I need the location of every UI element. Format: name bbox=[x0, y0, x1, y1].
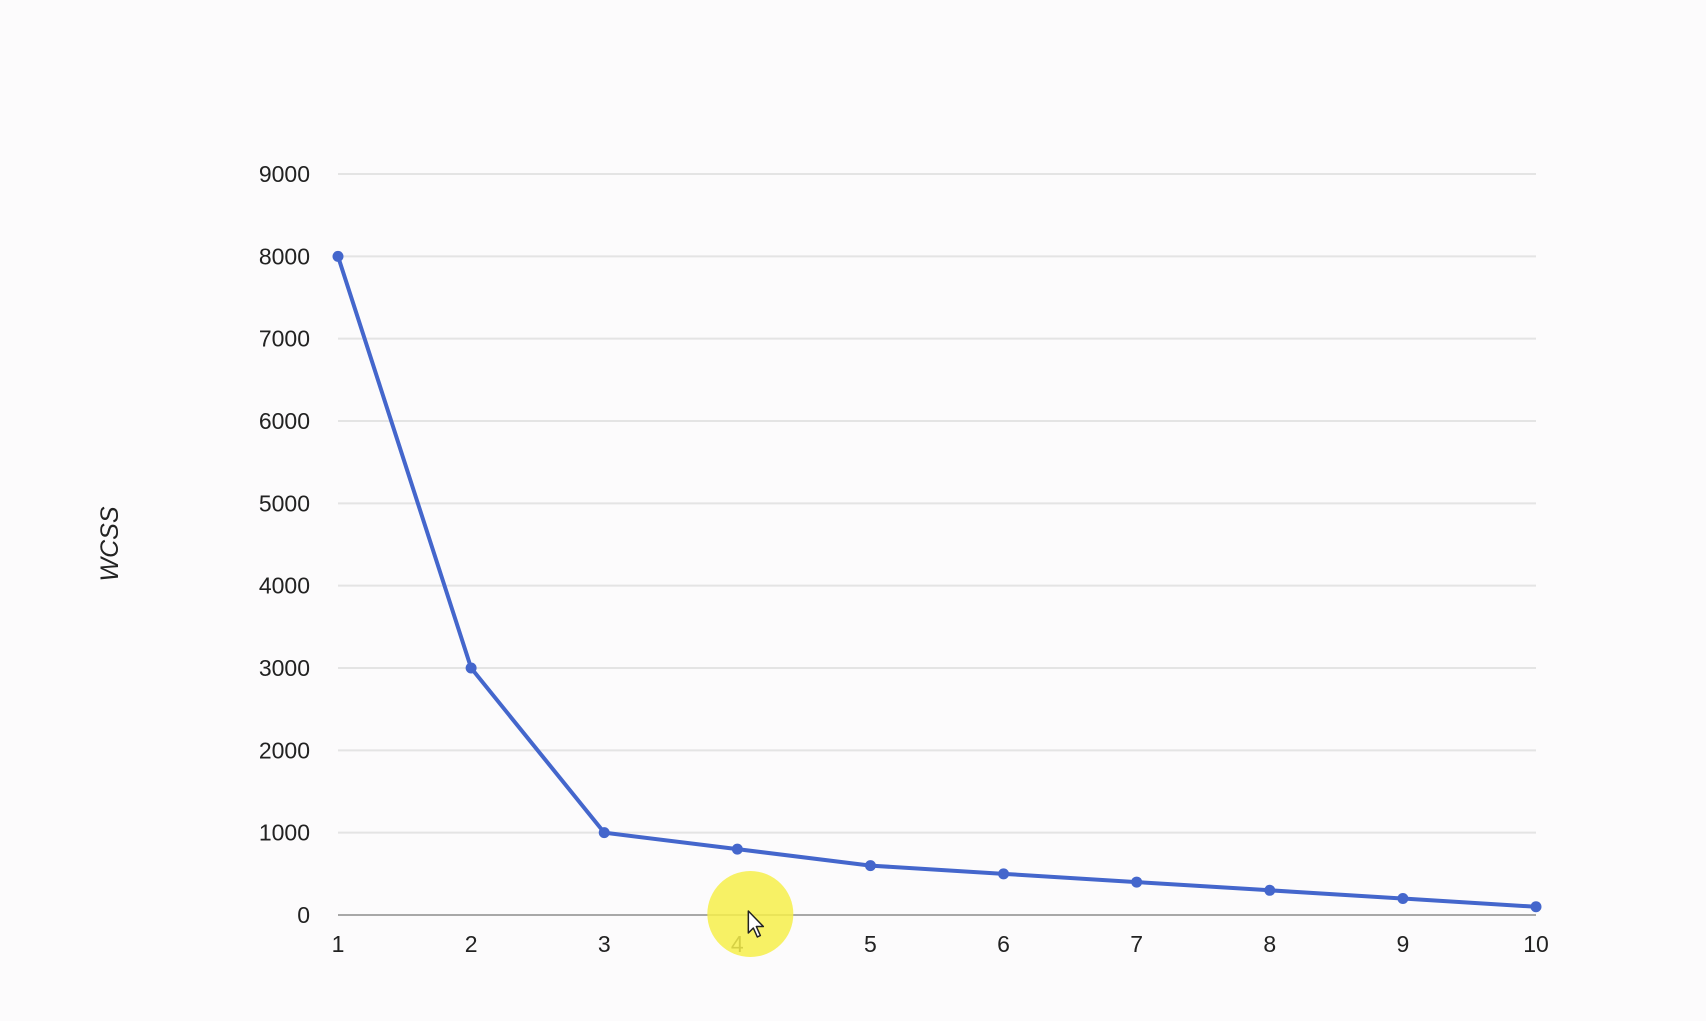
y-tick-label: 3000 bbox=[259, 655, 310, 681]
y-tick-label: 1000 bbox=[259, 820, 310, 846]
y-tick-label: 4000 bbox=[259, 573, 310, 599]
x-tick-label: 6 bbox=[997, 931, 1010, 957]
y-tick-label: 8000 bbox=[259, 243, 310, 269]
x-tick-label: 1 bbox=[332, 931, 345, 957]
data-point[interactable] bbox=[731, 843, 743, 855]
y-axis-title: WCSS bbox=[96, 506, 124, 581]
data-point[interactable] bbox=[998, 868, 1010, 880]
x-tick-label: 2 bbox=[465, 931, 478, 957]
data-point[interactable] bbox=[864, 860, 876, 872]
y-tick-label: 5000 bbox=[259, 490, 310, 516]
x-tick-label: 10 bbox=[1523, 931, 1549, 957]
x-axis-ticks: 12345678910 bbox=[332, 931, 1549, 957]
y-tick-label: 6000 bbox=[259, 408, 310, 434]
data-point[interactable] bbox=[1264, 884, 1276, 896]
gridlines bbox=[338, 173, 1536, 916]
mouse-pointer-icon bbox=[747, 910, 765, 938]
data-point[interactable] bbox=[1530, 901, 1542, 913]
y-tick-label: 2000 bbox=[259, 737, 310, 763]
data-point[interactable] bbox=[1131, 876, 1143, 888]
y-tick-label: 7000 bbox=[259, 326, 310, 352]
x-tick-label: 7 bbox=[1130, 931, 1143, 957]
pointer-layer bbox=[747, 910, 765, 938]
x-tick-label: 8 bbox=[1263, 931, 1276, 957]
series-line bbox=[336, 254, 1538, 909]
x-tick-label: 5 bbox=[864, 931, 877, 957]
y-axis-ticks: 0 1000 2000 3000 4000 5000 6000 7000 8000 9000 bbox=[259, 161, 310, 928]
data-point[interactable] bbox=[332, 250, 344, 262]
data-point[interactable] bbox=[1397, 893, 1409, 905]
x-tick-label: 3 bbox=[598, 931, 611, 957]
data-point[interactable] bbox=[598, 827, 610, 839]
series-layer bbox=[332, 250, 1542, 913]
x-tick-label: 9 bbox=[1396, 931, 1409, 957]
data-point[interactable] bbox=[465, 662, 477, 674]
y-tick-label: 9000 bbox=[259, 161, 310, 187]
y-tick-label: 0 bbox=[297, 902, 310, 928]
